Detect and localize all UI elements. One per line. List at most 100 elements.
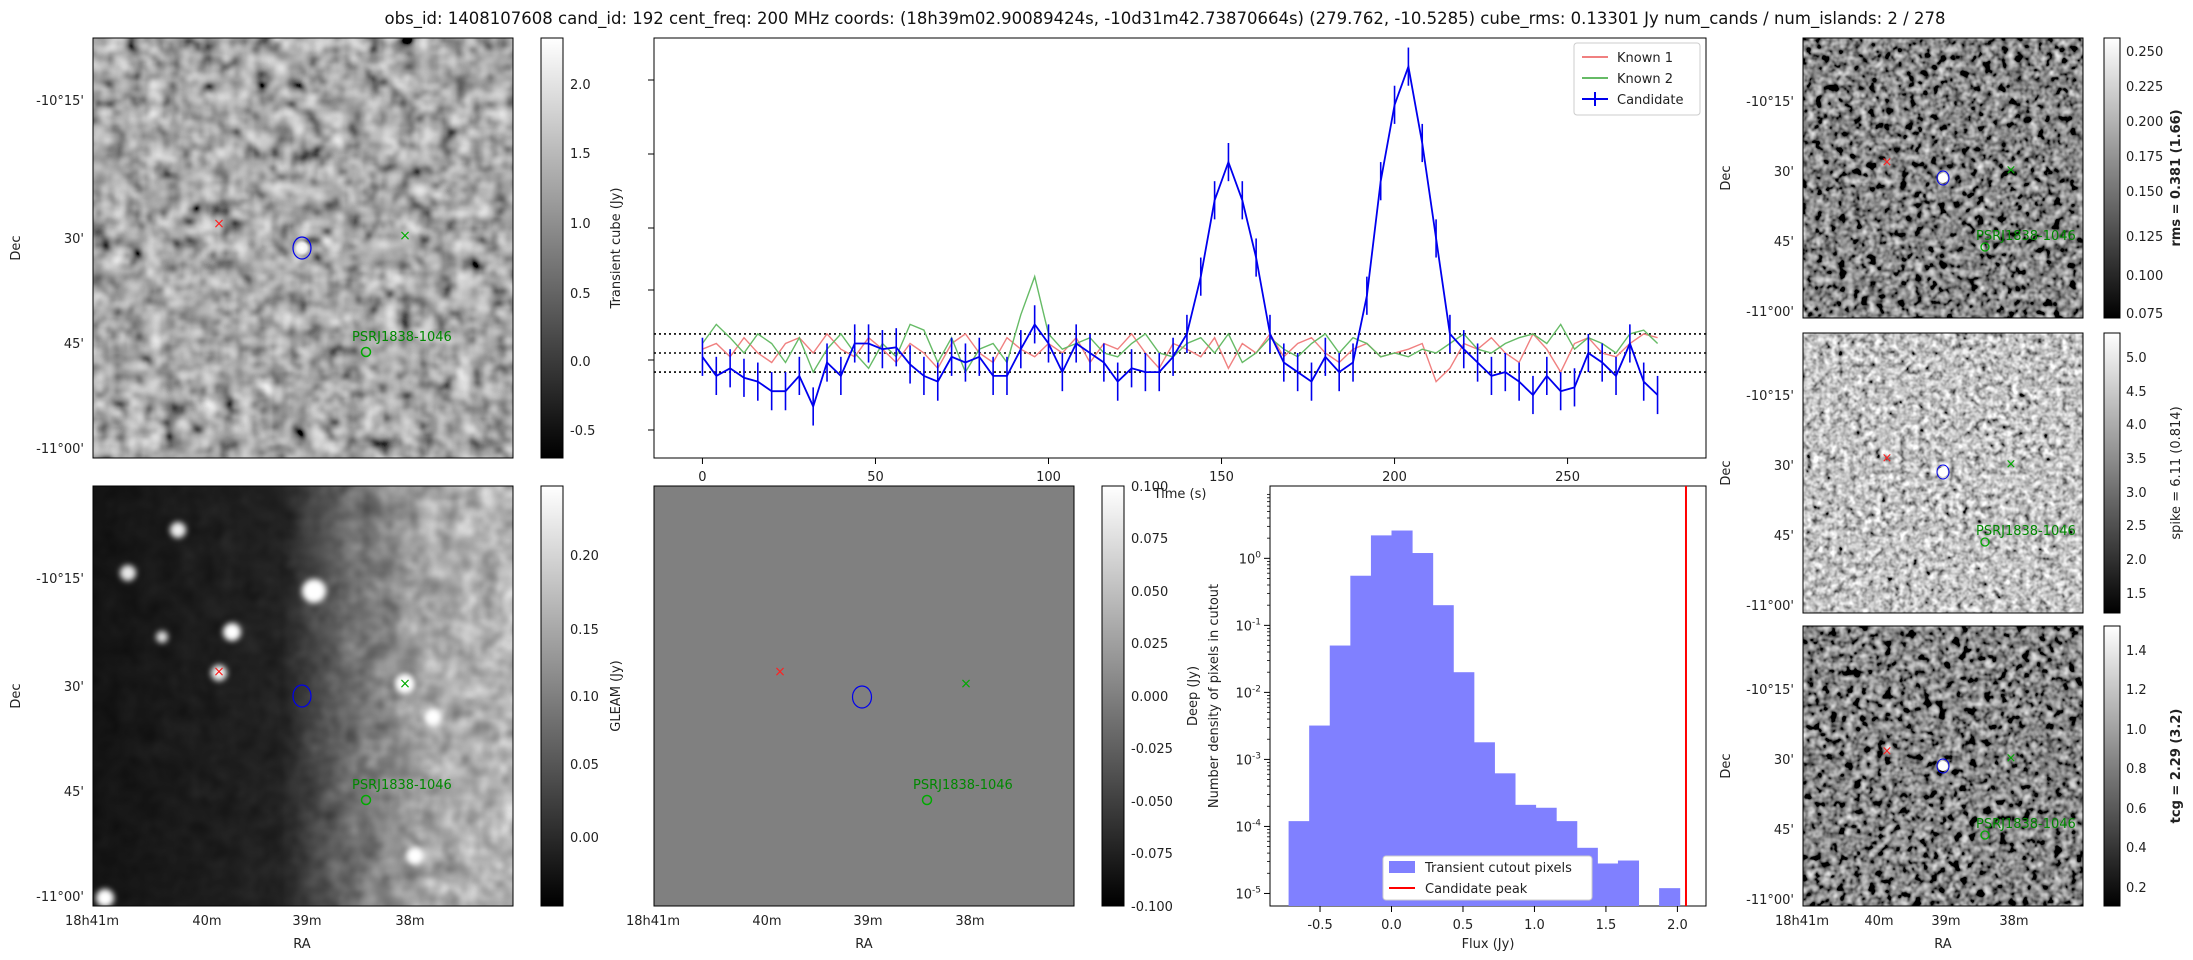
colorbar-tick-label: 0.250 xyxy=(2126,45,2163,60)
tcg-dec-ticks: -10°15' 30' 45' -11°00' xyxy=(1746,683,1794,908)
transient-dec-ticks: -10°15' 30' 45' -11°00' xyxy=(36,94,84,457)
dec-tick-label: 30' xyxy=(64,680,84,695)
histogram-legend: Transient cutout pixels Candidate peak xyxy=(1382,855,1593,901)
colorbar-tick-label: 0.025 xyxy=(1131,637,1168,652)
ra-tick-label: 38m xyxy=(1999,914,2028,929)
x-tick-label: 0.0 xyxy=(1381,918,1402,933)
colorbar-tick-label: 1.0 xyxy=(570,217,591,232)
ra-tick-label: 18h41m xyxy=(1775,914,1829,929)
spike-colorbar-label: spike = 6.11 (0.814) xyxy=(2169,406,2184,539)
dec-tick-label: -10°15' xyxy=(36,94,84,109)
ra-tick-label: 40m xyxy=(192,914,221,929)
colorbar-tick-label: 0.125 xyxy=(2126,230,2163,245)
colorbar-tick-label: -0.050 xyxy=(1131,795,1173,810)
y-tick-base: 10 xyxy=(1235,753,1252,768)
colorbar-tick-label: -0.100 xyxy=(1131,900,1173,915)
gleam-source xyxy=(156,631,168,643)
colorbar-tick-label: 3.0 xyxy=(2126,486,2147,501)
colorbar-tick-label: 0.050 xyxy=(1131,585,1168,600)
dec-tick-label: 45' xyxy=(1774,529,1794,544)
x-tick-label: 2.0 xyxy=(1667,918,1688,933)
gleam-ra-ticks: 18h41m 40m 39m 38m xyxy=(65,914,425,929)
ra-tick-label: 18h41m xyxy=(626,914,680,929)
transient-colorbar-ticks: 2.0 1.5 1.0 0.5 0.0 -0.5 xyxy=(570,78,595,439)
colorbar-tick-label: 1.2 xyxy=(2126,683,2147,698)
rms-colorbar xyxy=(2103,37,2121,319)
psr-label: PSRJ1838-1046 xyxy=(352,778,452,793)
x-tick-label: 50 xyxy=(867,470,884,485)
legend-box xyxy=(1573,42,1701,116)
psr-label: PSRJ1838-1046 xyxy=(1976,524,2076,539)
colorbar-tick-label: 0.075 xyxy=(2126,307,2163,322)
ra-tick-label: 39m xyxy=(1931,914,1960,929)
gleam-dec-ticks: -10°15' 30' 45' -11°00' xyxy=(36,572,84,905)
deep-ra-axis-label: RA xyxy=(855,937,873,952)
histogram-bar xyxy=(1350,575,1372,906)
colorbar-tick-label: 0.2 xyxy=(2126,881,2147,896)
dec-tick-label: 30' xyxy=(1774,459,1794,474)
candidate-ellipse xyxy=(851,685,873,709)
spike-dec-ticks: -10°15' 30' 45' -11°00' xyxy=(1746,389,1794,614)
x-tick-label: 1.5 xyxy=(1596,918,1617,933)
lightcurve-plot-area xyxy=(654,47,1706,426)
transient-frame xyxy=(92,37,514,459)
psr-circle-marker xyxy=(1980,830,1990,840)
known1-cross-marker: × xyxy=(1882,451,1893,466)
histogram-panel: -0.5 0.0 0.5 1.0 1.5 2.0 10010-110-210-310-41… xyxy=(1207,485,1707,952)
figure-title: obs_id: 1408107608 cand_id: 192 cent_fre… xyxy=(385,9,1946,29)
dec-tick-label: -11°00' xyxy=(1746,599,1794,614)
transient-markers: × × PSRJ1838-1046 xyxy=(213,216,452,358)
gleam-texture xyxy=(93,486,513,906)
candidate-source-blob xyxy=(294,240,310,256)
psr-circle-marker xyxy=(1980,242,1990,252)
y-tick-exponent: -1 xyxy=(1252,617,1261,627)
colorbar-tick-label: -0.075 xyxy=(1131,847,1173,862)
histogram-bar xyxy=(1453,672,1475,906)
deep-ra-ticks: 18h41m 40m 39m 38m xyxy=(626,914,985,929)
spike-dec-axis-label: Dec xyxy=(1719,460,1734,485)
known2-cross-marker: × xyxy=(2006,163,2017,178)
rms-dec-axis-label: Dec xyxy=(1719,165,1734,190)
colorbar-tick-label: 0.5 xyxy=(570,287,591,302)
colorbar-tick-label: 1.5 xyxy=(2126,587,2147,602)
lightcurve-y-ticks xyxy=(648,79,654,431)
x-tick-label: -0.5 xyxy=(1307,918,1332,933)
tcg-ra-ticks: 18h41m 40m 39m 38m xyxy=(1775,914,2029,929)
y-tick-label: 10-3 xyxy=(1235,751,1261,768)
spike-frame xyxy=(1802,332,2084,614)
candidate-source-blob xyxy=(1938,173,1948,183)
dec-tick-label: 45' xyxy=(1774,823,1794,838)
gleam-ra-axis-label: RA xyxy=(293,937,311,952)
dec-tick-label: -10°15' xyxy=(36,572,84,587)
colorbar-tick-label: 1.4 xyxy=(2126,644,2147,659)
candidate-source-blob xyxy=(1938,467,1948,477)
known1-cross-marker: × xyxy=(1882,155,1893,170)
deep-colorbar-label: Deep (Jy) xyxy=(1186,666,1201,726)
histogram-bar xyxy=(1597,863,1619,906)
colorbar-tick-label: 0.200 xyxy=(2126,115,2163,130)
y-tick-label: 10-1 xyxy=(1235,617,1261,634)
lightcurve-frame xyxy=(653,37,1707,459)
histogram-bar xyxy=(1309,725,1331,906)
gleam-source xyxy=(96,889,114,907)
x-tick-label: 0 xyxy=(698,470,706,485)
gleam-bright-sources xyxy=(96,522,442,907)
psr-label: PSRJ1838-1046 xyxy=(1976,817,2076,832)
transient-colorbar-label: Transient cube (Jy) xyxy=(609,188,624,310)
dec-tick-label: 45' xyxy=(64,337,84,352)
legend-swatch-hist xyxy=(1389,861,1415,873)
transient-panel: × × PSRJ1838-1046 -10°15' 30' 45' -11°00… xyxy=(9,37,624,459)
ra-tick-label: 18h41m xyxy=(65,914,119,929)
y-tick-label: 10-4 xyxy=(1235,818,1261,835)
known1-cross-marker: × xyxy=(213,216,225,232)
psr-label: PSRJ1838-1046 xyxy=(913,778,1013,793)
lightcurve-legend: Known 1 Known 2 Candidate xyxy=(1573,42,1701,116)
ra-tick-label: 40m xyxy=(752,914,781,929)
colorbar-tick-label: 0.225 xyxy=(2126,80,2163,95)
histogram-bar xyxy=(1617,860,1640,906)
transient-dec-axis-label: Dec xyxy=(9,235,24,260)
x-tick-label: 100 xyxy=(1036,470,1061,485)
candidate-source-blob xyxy=(1938,761,1948,771)
psr-circle-marker xyxy=(360,346,372,358)
